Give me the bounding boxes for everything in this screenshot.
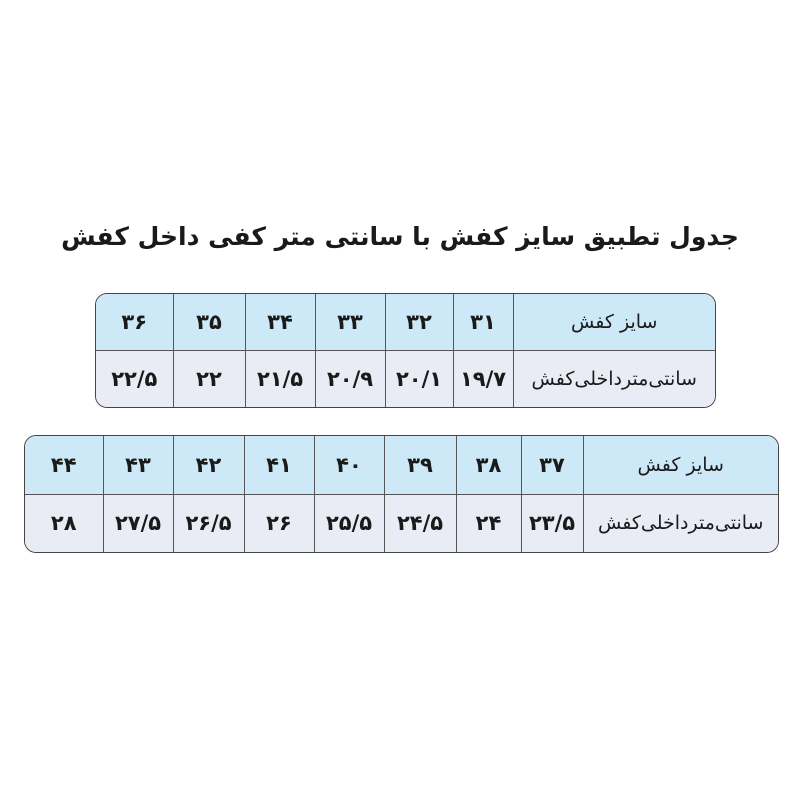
row-label: سایز کفش <box>582 436 778 495</box>
shoe-size-row: ۳۶ ۳۵ ۳۴ ۳۳ ۳۲ ۳۱ سایز کفش <box>96 294 715 351</box>
shoe-size-cell: ۴۲ <box>172 436 245 495</box>
inner-cm-cell: ۲۲ <box>172 350 246 407</box>
inner-cm-cell: ۲۴/۵ <box>383 493 457 552</box>
inner-cm-cell: ۲۸ <box>25 493 104 552</box>
inner-cm-cell: ۲۰/۱ <box>384 350 454 407</box>
shoe-size-row: ۴۴ ۴۳ ۴۲ ۴۱ ۴۰ ۳۹ ۳۸ ۳۷ سایز کفش <box>25 436 778 495</box>
shoe-size-cell: ۳۷ <box>520 436 584 495</box>
shoe-size-cell: ۳۱ <box>452 294 514 351</box>
shoe-size-cell: ۳۳ <box>314 294 386 351</box>
shoe-size-cell: ۳۵ <box>172 294 246 351</box>
inner-cm-cell: ۲۵/۵ <box>313 493 385 552</box>
shoe-size-cell: ۳۴ <box>244 294 316 351</box>
row-label: سانتی‌مترداخلی‌کفش <box>512 350 715 407</box>
inner-cm-cell: ۲۶/۵ <box>172 493 245 552</box>
inner-cm-cell: ۲۷/۵ <box>102 493 174 552</box>
shoe-size-cell: ۴۱ <box>243 436 315 495</box>
shoe-size-cell: ۳۲ <box>384 294 454 351</box>
inner-cm-cell: ۲۲/۵ <box>96 350 174 407</box>
shoe-size-cell: ۴۴ <box>25 436 104 495</box>
size-table-2: ۴۴ ۴۳ ۴۲ ۴۱ ۴۰ ۳۹ ۳۸ ۳۷ سایز کفش ۲۸ ۲۷/۵ ۲۶/۵ ۲۶ ۲۵/… <box>24 435 779 553</box>
row-label: سانتی‌مترداخلی‌کفش <box>582 493 778 552</box>
inner-cm-row: ۲۸ ۲۷/۵ ۲۶/۵ ۲۶ ۲۵/۵ ۲۴/۵ ۲۴ ۲۳/۵ سانتی‌مترداخلی… <box>25 493 778 552</box>
shoe-size-cell: ۴۰ <box>313 436 385 495</box>
shoe-size-cell: ۳۹ <box>383 436 457 495</box>
shoe-size-cell: ۴۳ <box>102 436 174 495</box>
page-title: جدول تطبیق سایز کفش با سانتی متر کفی داخ… <box>61 222 739 251</box>
inner-cm-cell: ۲۳/۵ <box>520 493 584 552</box>
inner-cm-cell: ۲۴ <box>455 493 522 552</box>
shoe-size-cell: ۳۸ <box>455 436 522 495</box>
size-table-1: ۳۶ ۳۵ ۳۴ ۳۳ ۳۲ ۳۱ سایز کفش ۲۲/۵ ۲۲ ۲۱/۵ ۲۰/۹ ۲۰/۱ ۱… <box>95 293 716 408</box>
inner-cm-cell: ۲۰/۹ <box>314 350 386 407</box>
inner-cm-cell: ۲۶ <box>243 493 315 552</box>
row-label: سایز کفش <box>512 294 715 351</box>
inner-cm-cell: ۲۱/۵ <box>244 350 316 407</box>
inner-cm-row: ۲۲/۵ ۲۲ ۲۱/۵ ۲۰/۹ ۲۰/۱ ۱۹/۷ سانتی‌مترداخلی‌کفش <box>96 350 715 407</box>
inner-cm-cell: ۱۹/۷ <box>452 350 514 407</box>
shoe-size-cell: ۳۶ <box>96 294 174 351</box>
